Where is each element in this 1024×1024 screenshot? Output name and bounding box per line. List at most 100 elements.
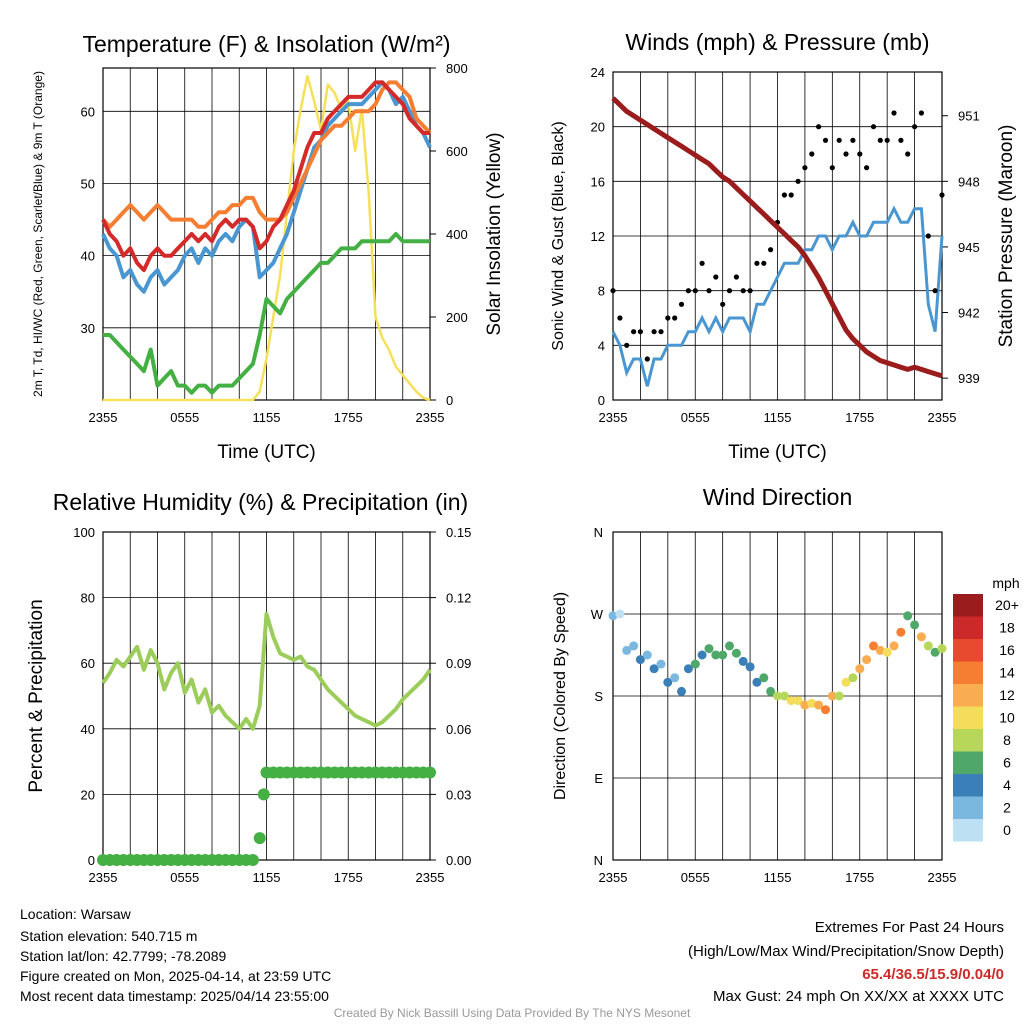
precip-point — [257, 788, 270, 801]
winds-gust-point — [678, 301, 685, 307]
winds-pressure-series — [611, 96, 943, 379]
panel-1-x-tick-label: 2355 — [599, 410, 628, 425]
wind-direction-ylabel: Direction (Colored By Speed) — [552, 592, 569, 800]
winds-y-right-tick-label: 942 — [958, 306, 980, 321]
panel-1-x-tick-label: 0555 — [681, 410, 710, 425]
panel-2-x-tick-label: 2355 — [89, 870, 118, 885]
wind-direction-y-tick-label: N — [594, 853, 603, 868]
winds-gust-point — [733, 274, 740, 280]
colorbar-label: 6 — [1003, 755, 1011, 771]
wind-direction-point — [663, 677, 673, 687]
temperature-y-right-tick-label: 400 — [446, 227, 468, 242]
wind-direction-point — [786, 696, 796, 706]
location-text: Location: Warsaw — [20, 906, 131, 922]
wind-direction-point — [759, 673, 769, 683]
wind-direction-point — [766, 686, 776, 696]
temperature-ylabel: 2m T, Td, HI/WC (Red, Green, Scarlet/Blu… — [31, 71, 45, 397]
latlon-text: Station lat/lon: 42.7799; -78.2089 — [20, 948, 227, 964]
winds-gust-point — [870, 124, 877, 130]
winds-gust-point — [610, 288, 616, 294]
rh-y-right-tick-label: 0.15 — [446, 525, 471, 540]
panel-2-x-tick-label: 0555 — [170, 870, 199, 885]
panel-1-x-tick-label: 2355 — [928, 410, 957, 425]
rh-y-tick-label: 80 — [81, 591, 95, 606]
winds-y-tick-label: 20 — [591, 120, 605, 135]
rh-y-right-tick-label: 0.03 — [446, 787, 471, 802]
winds-gust-point — [651, 329, 657, 335]
winds-y-right-tick-label: 945 — [958, 240, 980, 255]
wind-direction-point — [704, 644, 714, 654]
temperature-y-right-tick-label: 600 — [446, 144, 468, 159]
wind-direction-point — [869, 641, 878, 651]
colorbar-label: 8 — [1003, 732, 1011, 748]
temperature-series-4 — [103, 75, 431, 402]
wind-direction-point — [800, 700, 810, 710]
rh-y-tick-label: 40 — [81, 722, 95, 737]
panel-3-x-tick-label: 2355 — [928, 870, 957, 885]
wind-direction-y-tick-label: E — [594, 771, 603, 786]
winds-y-tick-label: 8 — [598, 284, 605, 299]
wind-direction-point — [862, 655, 872, 665]
winds-y-tick-label: 12 — [591, 229, 605, 244]
temperature-series-2 — [101, 80, 432, 294]
wind-direction-point — [793, 696, 803, 706]
colorbar-title: mph — [992, 575, 1019, 591]
wind-direction-point — [773, 691, 782, 701]
colorbar-swatch — [953, 819, 983, 842]
wind-direction-point — [930, 647, 940, 657]
winds-gust-point — [665, 315, 671, 321]
winds-gust-point — [781, 192, 788, 198]
winds-gust-point — [699, 260, 705, 266]
wind-direction-point — [889, 641, 899, 651]
colorbar-label: 20+ — [995, 597, 1019, 613]
temperature-y-tick-label: 60 — [81, 104, 95, 119]
winds-y-right-tick-label: 939 — [958, 371, 980, 386]
wind-direction-point — [711, 650, 721, 660]
wind-direction-point — [697, 650, 707, 660]
winds-gust-point — [740, 288, 746, 294]
winds-gust-point — [884, 137, 890, 143]
colorbar-label: 14 — [999, 665, 1015, 681]
temperature-y-right-tick-label: 200 — [446, 310, 468, 325]
winds-gust-point — [905, 151, 911, 157]
winds-gust-point — [925, 233, 931, 239]
wind-direction-point — [916, 632, 926, 642]
winds-gust-point — [802, 165, 808, 171]
wind-direction-y-tick-label: W — [591, 607, 604, 622]
rh-y-right-tick-label: 0.06 — [446, 722, 471, 737]
precip-point — [253, 832, 266, 845]
winds-gust-point — [829, 165, 835, 171]
winds-gust-point — [843, 151, 849, 157]
wind-direction-point — [937, 644, 947, 654]
wind-direction-point — [841, 677, 851, 687]
wind-direction-point — [608, 611, 618, 621]
winds-gust-point — [672, 315, 678, 321]
winds-y-tick-label: 16 — [591, 174, 605, 189]
wind-direction-point — [882, 647, 892, 657]
wind-direction-point — [848, 673, 858, 683]
rh-ylabel: Percent & Precipitation — [26, 599, 47, 792]
winds-y-tick-label: 4 — [598, 338, 605, 353]
panel-3-x-tick-label: 0555 — [681, 870, 710, 885]
credit-text: Created By Nick Bassill Using Data Provi… — [333, 1006, 691, 1020]
rh-y-tick-label: 20 — [81, 787, 95, 802]
panel-2-x-tick-label: 1155 — [253, 870, 281, 885]
winds-gust-point — [617, 315, 623, 321]
wind-direction-point — [615, 609, 625, 619]
max-gust-text: Max Gust: 24 mph On XX/XX at XXXX UTC — [713, 988, 1004, 1005]
panel-3-x-tick-label: 1755 — [845, 870, 874, 885]
wind-direction-point — [731, 648, 741, 658]
temperature-series-0 — [101, 80, 430, 273]
colorbar-swatch — [953, 706, 983, 729]
recent-data-text: Most recent data timestamp: 2025/04/14 2… — [20, 988, 329, 1004]
wind-direction-point — [738, 656, 748, 666]
wind-direction-point — [690, 659, 700, 669]
rh-title: Relative Humidity (%) & Precipitation (i… — [53, 489, 468, 515]
temperature-y-right-tick-label: 800 — [446, 61, 468, 76]
precip-point — [246, 854, 259, 866]
rh-series — [101, 612, 432, 731]
created-text: Figure created on Mon, 2025-04-14, at 23… — [20, 968, 332, 984]
panel-0-x-tick-label: 2355 — [89, 410, 118, 425]
colorbar-label: 16 — [999, 642, 1015, 658]
